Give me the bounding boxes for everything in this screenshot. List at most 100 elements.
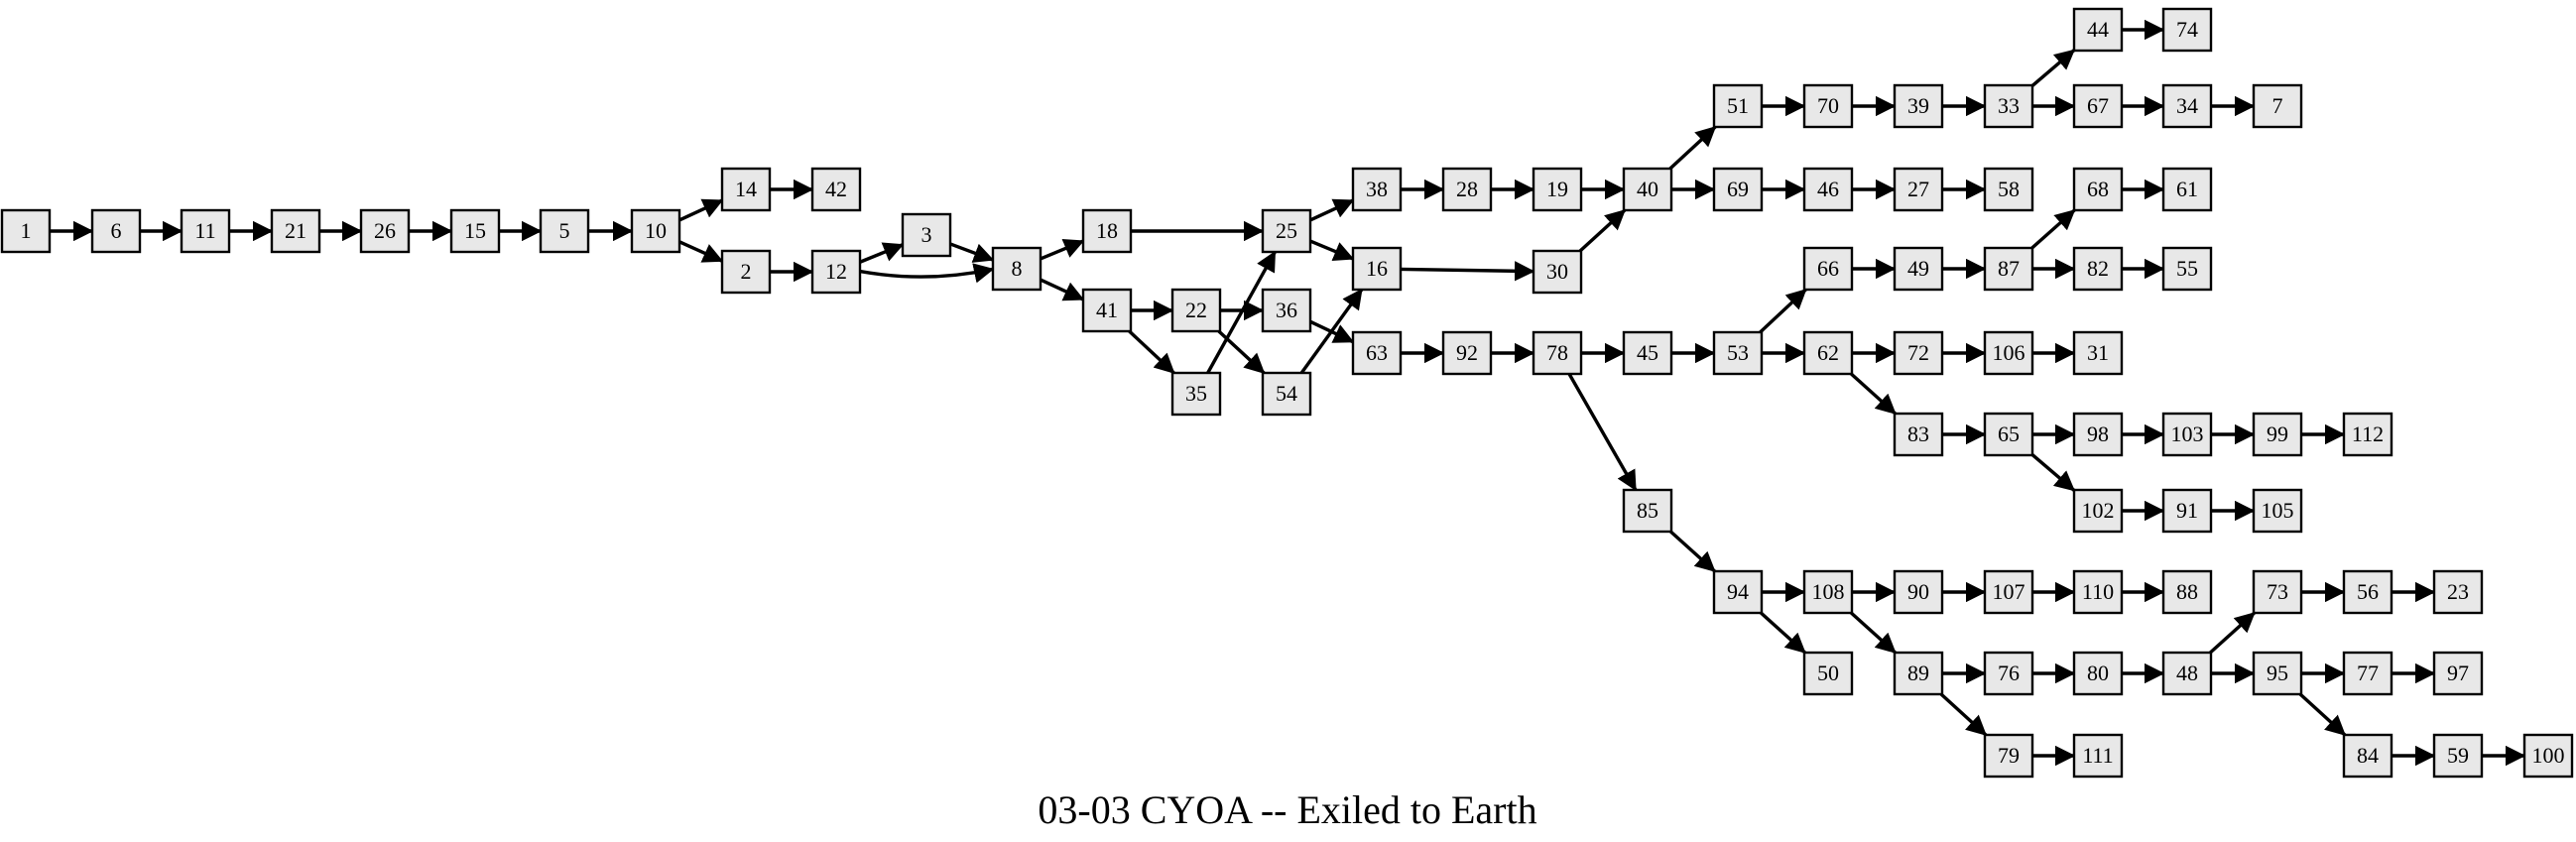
node-box	[2432, 651, 2484, 696]
node-box	[2161, 83, 2213, 129]
node-label: 27	[1907, 177, 1929, 201]
edge-65-to-102	[2030, 453, 2076, 492]
node-label: 78	[1546, 340, 1568, 365]
node-label: 16	[1366, 256, 1388, 281]
node-84: 84	[2342, 733, 2393, 779]
node-label: 54	[1276, 381, 1297, 406]
node-44: 44	[2072, 7, 2124, 53]
node-label: 26	[374, 218, 396, 243]
node-label: 90	[1907, 579, 1929, 604]
node-label: 39	[1907, 93, 1929, 118]
node-5: 5	[539, 208, 590, 254]
edge-12-to-8	[859, 263, 995, 284]
node-label: 40	[1637, 177, 1658, 201]
node-label: 66	[1817, 256, 1839, 281]
node-11: 11	[180, 208, 231, 254]
node-label: 110	[2082, 579, 2114, 604]
node-label: 56	[2357, 579, 2379, 604]
node-box	[1441, 330, 1493, 376]
node-110: 110	[2072, 569, 2124, 615]
node-30: 30	[1532, 249, 1583, 295]
node-box	[270, 208, 321, 254]
node-label: 10	[645, 218, 667, 243]
node-box	[1261, 371, 1312, 417]
node-label: 107	[1993, 579, 2025, 604]
node-69: 69	[1712, 167, 1764, 212]
node-112: 112	[2342, 412, 2393, 457]
node-box	[1983, 246, 2034, 292]
node-label: 83	[1907, 421, 1929, 446]
node-28: 28	[1441, 167, 1493, 212]
node-63: 63	[1351, 330, 1403, 376]
node-box	[2342, 569, 2393, 615]
edge-25-to-16	[1309, 239, 1355, 262]
node-31: 31	[2072, 330, 2124, 376]
node-label: 35	[1185, 381, 1207, 406]
node-label: 112	[2352, 421, 2384, 446]
node-box	[1712, 167, 1764, 212]
node-box	[1622, 167, 1673, 212]
node-103: 103	[2161, 412, 2213, 457]
node-102: 102	[2072, 488, 2124, 534]
node-box	[2072, 246, 2124, 292]
node-21: 21	[270, 208, 321, 254]
node-label: 36	[1276, 298, 1297, 322]
node-label: 3	[921, 222, 932, 247]
node-box	[2161, 7, 2213, 53]
node-label: 50	[1817, 661, 1839, 685]
node-box	[1712, 83, 1764, 129]
node-box	[1893, 412, 1944, 457]
node-label: 14	[735, 177, 757, 201]
node-35: 35	[1170, 371, 1222, 417]
node-68: 68	[2072, 167, 2124, 212]
edge-25-to-38	[1309, 198, 1355, 222]
node-label: 76	[1998, 661, 2020, 685]
node-box	[1893, 569, 1944, 615]
node-label: 51	[1727, 93, 1749, 118]
node-box	[720, 167, 772, 212]
node-111: 111	[2072, 733, 2124, 779]
node-label: 80	[2087, 661, 2109, 685]
node-box	[1532, 167, 1583, 212]
node-label: 19	[1546, 177, 1568, 201]
node-label: 95	[2267, 661, 2288, 685]
node-99: 99	[2252, 412, 2303, 457]
node-51: 51	[1712, 83, 1764, 129]
node-label: 102	[2082, 498, 2115, 523]
node-39: 39	[1893, 83, 1944, 129]
node-box	[2342, 733, 2393, 779]
node-19: 19	[1532, 167, 1583, 212]
node-box	[2252, 569, 2303, 615]
node-label: 72	[1907, 340, 1929, 365]
node-box	[1983, 569, 2034, 615]
node-label: 88	[2176, 579, 2198, 604]
node-label: 42	[825, 177, 847, 201]
node-58: 58	[1983, 167, 2034, 212]
node-73: 73	[2252, 569, 2303, 615]
node-box	[2252, 488, 2303, 534]
node-box	[720, 249, 772, 295]
node-59: 59	[2432, 733, 2484, 779]
node-1: 1	[0, 208, 52, 254]
node-box	[2072, 412, 2124, 457]
node-23: 23	[2432, 569, 2484, 615]
node-box	[2342, 412, 2393, 457]
node-label: 100	[2532, 743, 2565, 768]
node-box	[2072, 651, 2124, 696]
node-label: 30	[1546, 259, 1568, 284]
node-label: 2	[741, 259, 752, 284]
node-12: 12	[810, 249, 862, 295]
node-label: 91	[2176, 498, 2198, 523]
edge-35-to-25	[1206, 250, 1277, 374]
node-box	[1170, 288, 1222, 333]
node-box	[2161, 651, 2213, 696]
node-label: 79	[1998, 743, 2020, 768]
node-25: 25	[1261, 208, 1312, 254]
node-box	[2072, 569, 2124, 615]
edge-8-to-18	[1040, 238, 1085, 261]
edge-30-to-40	[1578, 208, 1627, 253]
node-box	[1261, 208, 1312, 254]
node-box	[2252, 83, 2303, 129]
node-41: 41	[1081, 288, 1133, 333]
